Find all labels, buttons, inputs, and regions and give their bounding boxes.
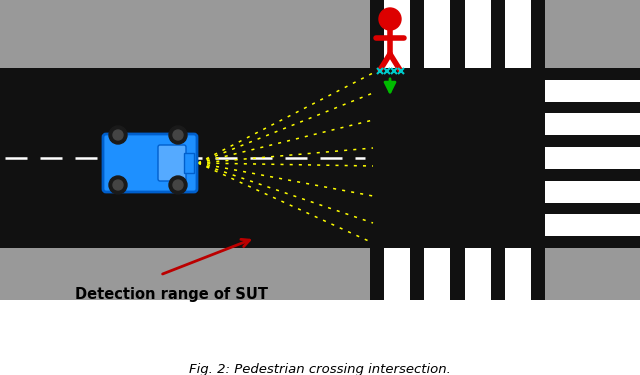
Bar <box>545 113 640 135</box>
Bar <box>424 248 451 300</box>
Bar <box>465 0 491 68</box>
Circle shape <box>169 176 187 194</box>
Bar <box>505 0 531 68</box>
Bar <box>0 68 640 248</box>
Bar <box>545 147 640 169</box>
Bar <box>545 0 640 68</box>
Circle shape <box>113 130 123 140</box>
Bar <box>384 0 410 68</box>
Circle shape <box>109 126 127 144</box>
Bar <box>0 248 370 300</box>
Bar <box>545 248 640 300</box>
Bar <box>184 153 194 173</box>
Bar <box>370 0 545 300</box>
Text: Detection range of SUT: Detection range of SUT <box>75 287 268 302</box>
Bar <box>545 181 640 203</box>
Circle shape <box>113 180 123 190</box>
Circle shape <box>173 180 183 190</box>
Bar <box>465 248 491 300</box>
Bar <box>384 248 410 300</box>
Bar <box>505 248 531 300</box>
Circle shape <box>173 130 183 140</box>
Bar <box>0 248 640 300</box>
FancyBboxPatch shape <box>158 145 186 181</box>
Bar <box>0 0 370 68</box>
Bar <box>0 0 640 68</box>
FancyBboxPatch shape <box>103 134 197 192</box>
Bar <box>545 80 640 102</box>
Text: Fig. 2: Pedestrian crossing intersection.: Fig. 2: Pedestrian crossing intersection… <box>189 363 451 375</box>
Circle shape <box>169 126 187 144</box>
Bar <box>424 0 451 68</box>
Circle shape <box>109 176 127 194</box>
Bar <box>545 214 640 236</box>
Circle shape <box>379 8 401 30</box>
